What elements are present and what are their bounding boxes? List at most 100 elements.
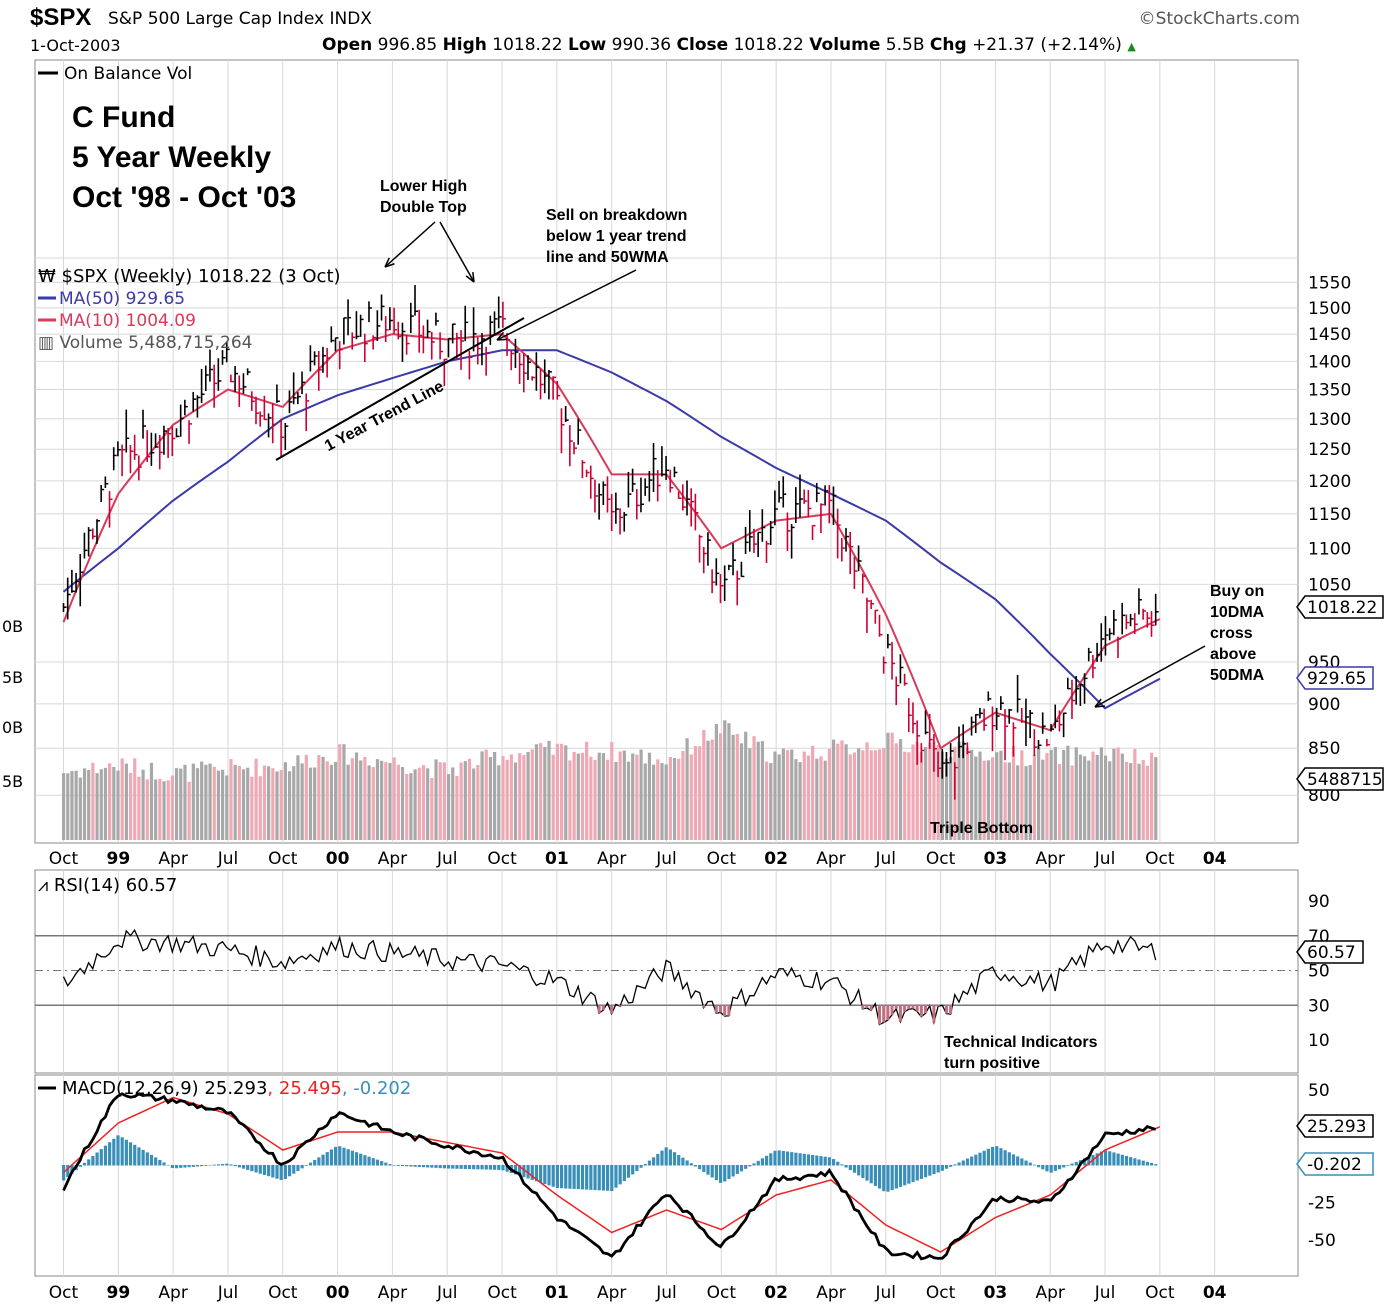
ma50-line <box>62 349 1161 710</box>
volume-bar <box>827 748 831 840</box>
volume-bar <box>1141 760 1145 840</box>
macd-histogram-bar <box>359 1153 363 1166</box>
macd-histogram-bar <box>62 1165 66 1181</box>
macd-histogram-bar <box>765 1155 769 1166</box>
macd-histogram-bar <box>928 1165 932 1176</box>
macd-histogram-bar <box>576 1165 580 1190</box>
volume-bar <box>1108 761 1112 840</box>
macd-histogram-bar <box>1141 1160 1145 1166</box>
index-name: S&P 500 Large Cap Index INDX <box>108 9 372 29</box>
volume-bar <box>183 764 187 840</box>
volume-bar <box>928 742 932 840</box>
macd-histogram-bar <box>1020 1158 1024 1166</box>
ma10-line <box>62 333 1161 750</box>
macd-histogram-bar <box>848 1165 852 1171</box>
x-tick-label: Oct <box>487 1283 517 1303</box>
macd-histogram-bar <box>195 1165 200 1167</box>
volume-bar <box>790 749 794 840</box>
macd-histogram-bar <box>480 1165 484 1170</box>
macd-histogram-bar <box>229 1164 233 1166</box>
volume-bar <box>1003 762 1007 840</box>
volume-bar <box>141 769 145 840</box>
volume-bar <box>275 771 279 840</box>
macd-histogram-bar <box>1129 1157 1133 1166</box>
x-tick-label: 00 <box>326 849 350 869</box>
volume-bar <box>522 754 526 840</box>
macd-histogram-bar <box>413 1165 417 1167</box>
close-tag-box <box>1296 595 1384 619</box>
x-tick-label: Oct <box>1145 849 1175 869</box>
volume-bar <box>313 767 317 840</box>
volume-bar <box>388 763 392 840</box>
macd-histogram-bar <box>668 1149 672 1166</box>
macd-histogram-bar <box>974 1154 978 1166</box>
macd-histogram-bar <box>216 1164 221 1166</box>
volume-bar <box>530 749 534 840</box>
macd-histogram-bar <box>1049 1165 1053 1173</box>
volume-bar <box>497 765 501 840</box>
volume-bar <box>1137 763 1141 840</box>
price-y-tick: 1500 <box>1308 299 1351 319</box>
macd-histogram-bar <box>1066 1165 1070 1166</box>
volume-bar <box>137 776 141 840</box>
macd-histogram-bar <box>162 1162 166 1166</box>
macd-histogram-bar <box>785 1151 790 1166</box>
macd-histogram-bar <box>426 1165 430 1168</box>
macd-histogram-bar <box>735 1165 739 1174</box>
volume-bar <box>811 745 815 840</box>
macd-histogram-bar <box>618 1165 622 1185</box>
macd-histogram-bar <box>593 1165 597 1191</box>
volume-bar <box>731 734 735 840</box>
volume-bar <box>133 758 137 840</box>
volume-bar <box>74 770 78 840</box>
macd-histogram-bar <box>865 1165 869 1181</box>
macd-histogram-bar <box>1032 1164 1037 1166</box>
rsi-y-tick: 90 <box>1308 892 1330 912</box>
volume-bar <box>149 762 154 840</box>
volume-bar <box>493 751 497 840</box>
volume-bar <box>103 767 108 840</box>
volume-bar <box>564 745 568 840</box>
macd-histogram-bar <box>497 1165 501 1170</box>
volume-bar <box>940 751 944 840</box>
macd-histogram-bar <box>877 1165 882 1189</box>
volume-bar <box>66 773 70 840</box>
volume-bar <box>400 767 405 840</box>
volume-bar <box>250 776 254 840</box>
volume-bar <box>317 755 321 840</box>
volume-bar <box>982 760 986 840</box>
macd-histogram-bar <box>158 1159 162 1166</box>
x-tick-label: Oct <box>49 1283 79 1303</box>
macd-histogram-bar <box>957 1162 961 1166</box>
volume-bar <box>915 741 919 840</box>
macd-histogram-bar <box>133 1144 137 1166</box>
annotation-arrowhead <box>384 257 395 268</box>
annotation-arrowhead <box>465 271 475 283</box>
symbol: $SPX <box>30 4 92 31</box>
volume-bar <box>1032 754 1037 840</box>
macd-histogram-bar <box>898 1165 903 1187</box>
macd-histogram-bar <box>978 1152 982 1166</box>
volume-bar <box>116 770 120 840</box>
macd-histogram-bar <box>932 1165 936 1175</box>
volume-bar <box>903 751 907 840</box>
x-tick-label: Jul <box>655 1283 677 1303</box>
macd-histogram-bar <box>840 1164 844 1166</box>
macd-histogram-bar <box>727 1165 731 1179</box>
volume-bar <box>610 742 614 840</box>
macd-histogram-bar <box>308 1162 313 1166</box>
volume-bar <box>714 724 718 840</box>
volume-bar <box>154 779 158 840</box>
macd-histogram-bar <box>225 1163 229 1166</box>
macd-histogram-bar <box>334 1146 338 1166</box>
volume-bar <box>760 741 765 840</box>
macd-histogram-bar <box>505 1165 509 1172</box>
macd-histogram-bar <box>501 1165 505 1171</box>
volume-bar <box>668 756 672 840</box>
volume-bar <box>221 769 225 840</box>
volume-bar <box>656 759 660 840</box>
volume-bar <box>120 758 124 840</box>
volume-bar <box>1087 760 1091 840</box>
volume-bar <box>392 757 396 840</box>
